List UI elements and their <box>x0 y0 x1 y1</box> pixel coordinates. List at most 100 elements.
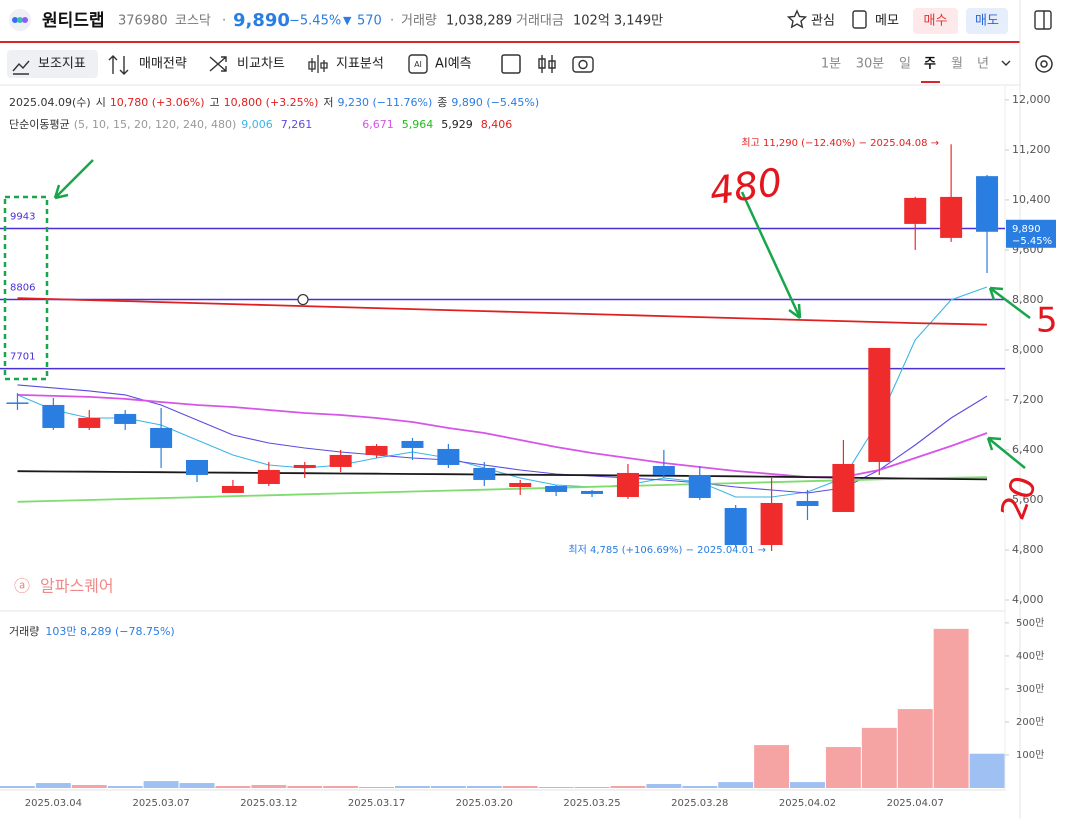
candle-tool[interactable] <box>538 55 556 73</box>
x-tick-label: 2025.03.28 <box>671 798 728 809</box>
period-dropdown[interactable] <box>1001 60 1011 66</box>
camera-tool[interactable] <box>572 56 594 73</box>
period[interactable]: 월 <box>951 57 963 72</box>
volume-info: 거래량 103만 8,289 (−78.75%) <box>9 625 175 638</box>
volume-bar <box>646 784 682 788</box>
candle-body <box>365 445 388 455</box>
candle-body <box>293 464 316 468</box>
last-change: −5.45% <box>1012 236 1052 247</box>
volume-bar <box>502 786 538 788</box>
moving-average <box>17 470 988 481</box>
period[interactable]: 년 <box>977 57 989 72</box>
volume-bar <box>287 786 323 788</box>
hand-note: 5 <box>1036 301 1058 341</box>
buy-button[interactable]: 매수 <box>924 14 948 29</box>
candle-body <box>114 413 137 424</box>
close: 9,890 (−5.45%) <box>451 96 539 109</box>
settings-icon <box>1040 60 1048 68</box>
star-icon[interactable] <box>786 9 808 29</box>
hand-note: 480 <box>707 160 785 214</box>
tool[interactable]: 비교차트 <box>237 57 285 72</box>
memo-icon[interactable] <box>852 10 867 29</box>
stock-code: 376980 <box>118 14 168 29</box>
ma-value: 7,261 <box>281 118 313 131</box>
ohlc-info: 2025.04.09(수) 시 10,780 (+3.06%) 고 10,800 (+3… <box>9 96 539 109</box>
y-tick-label: 5,600 <box>1012 493 1044 506</box>
y-tick-label: 4,800 <box>1012 543 1044 556</box>
volume-bar <box>359 787 395 788</box>
tool-icon <box>12 60 30 75</box>
candle-body <box>257 469 280 484</box>
plot: 4,0004,8005,6006,4007,2008,0008,8009,600… <box>0 86 1056 809</box>
label: 거래량 <box>9 625 39 638</box>
tool[interactable]: AI예측 <box>435 57 472 72</box>
sell-button-bg[interactable] <box>966 8 1008 34</box>
period-active[interactable]: 주 <box>924 57 936 72</box>
period[interactable]: 1분 <box>821 57 841 72</box>
x-tick-label: 2025.03.07 <box>132 798 189 809</box>
ma-legend: 단순이동평균 (5, 10, 15, 20, 120, 240, 480) 9,00… <box>9 118 512 131</box>
tool-icon <box>408 54 428 74</box>
volume-bar <box>35 783 71 788</box>
volume-bar <box>323 786 359 788</box>
volume-bar <box>754 745 790 788</box>
logo-dot <box>12 17 18 23</box>
change-pct: −5.45% <box>289 14 341 29</box>
camera-tool <box>578 59 588 70</box>
volume-bar <box>0 786 35 788</box>
y-tick-label: 6,400 <box>1012 443 1044 456</box>
horizontal-line-label: 8806 <box>10 283 35 294</box>
candle-body <box>581 490 604 494</box>
last-price: 9,890 <box>1012 224 1041 235</box>
x-tick-label: 2025.03.04 <box>25 798 82 809</box>
watch-button[interactable]: 관심 <box>811 14 835 29</box>
label: 시 <box>96 96 106 109</box>
volume-bar <box>143 781 179 788</box>
candle-body <box>796 500 819 506</box>
tool[interactable]: 지표분석 <box>336 57 384 72</box>
period[interactable]: 일 <box>899 57 911 72</box>
tool-icon: AI <box>414 60 422 69</box>
volume-bar <box>790 782 825 788</box>
tool[interactable]: 매매전략 <box>139 57 187 72</box>
candle-body <box>832 463 855 512</box>
settings-icon[interactable] <box>1035 55 1053 73</box>
y-tick-label: 100만 <box>1016 749 1044 761</box>
candle-body <box>724 507 747 545</box>
ma-value: 8,406 <box>481 118 513 131</box>
y-tick-label: 12,000 <box>1012 93 1051 106</box>
green-arrow <box>53 159 94 200</box>
volume-label: 거래량 <box>401 14 437 29</box>
amount: 102억 3,149만 <box>573 14 663 29</box>
candle-body <box>509 482 532 487</box>
logo-dot <box>17 17 23 23</box>
toolbar: 보조지표 매매전략 비교차트 지표분석 AI AI예측 1분 30분 일 주 월… <box>0 50 1053 86</box>
tool[interactable]: 보조지표 <box>38 57 86 72</box>
y-tick-label: 7,200 <box>1012 393 1044 406</box>
memo-button[interactable]: 메모 <box>875 14 899 29</box>
sidebar-icon[interactable] <box>1034 10 1052 30</box>
watermark: 알파스퀘어 <box>40 577 114 596</box>
volume-bar <box>897 709 933 788</box>
x-tick-label: 2025.03.25 <box>563 798 620 809</box>
volume-bar <box>610 786 646 788</box>
ma-value: 9,006 <box>241 118 273 131</box>
y-tick-label: 11,200 <box>1012 143 1051 156</box>
buy-button-bg[interactable] <box>913 8 958 34</box>
x-tick-label: 2025.04.07 <box>887 798 944 809</box>
stock-name: 원티드랩 <box>42 11 105 31</box>
candle-body <box>868 347 891 462</box>
candle-body <box>401 440 424 448</box>
sell-button[interactable]: 매도 <box>975 14 999 29</box>
volume-bar <box>466 786 502 788</box>
market: 코스닥 <box>175 14 211 29</box>
y-tick-label: 4,000 <box>1012 593 1044 606</box>
label: 저 <box>323 96 333 109</box>
logo-dot <box>22 17 28 23</box>
ma-value: 5,929 <box>441 118 473 131</box>
x-tick-label: 2025.03.17 <box>348 798 405 809</box>
candle-body <box>437 448 460 465</box>
period[interactable]: 30분 <box>856 57 885 72</box>
square-tool[interactable] <box>501 54 521 74</box>
